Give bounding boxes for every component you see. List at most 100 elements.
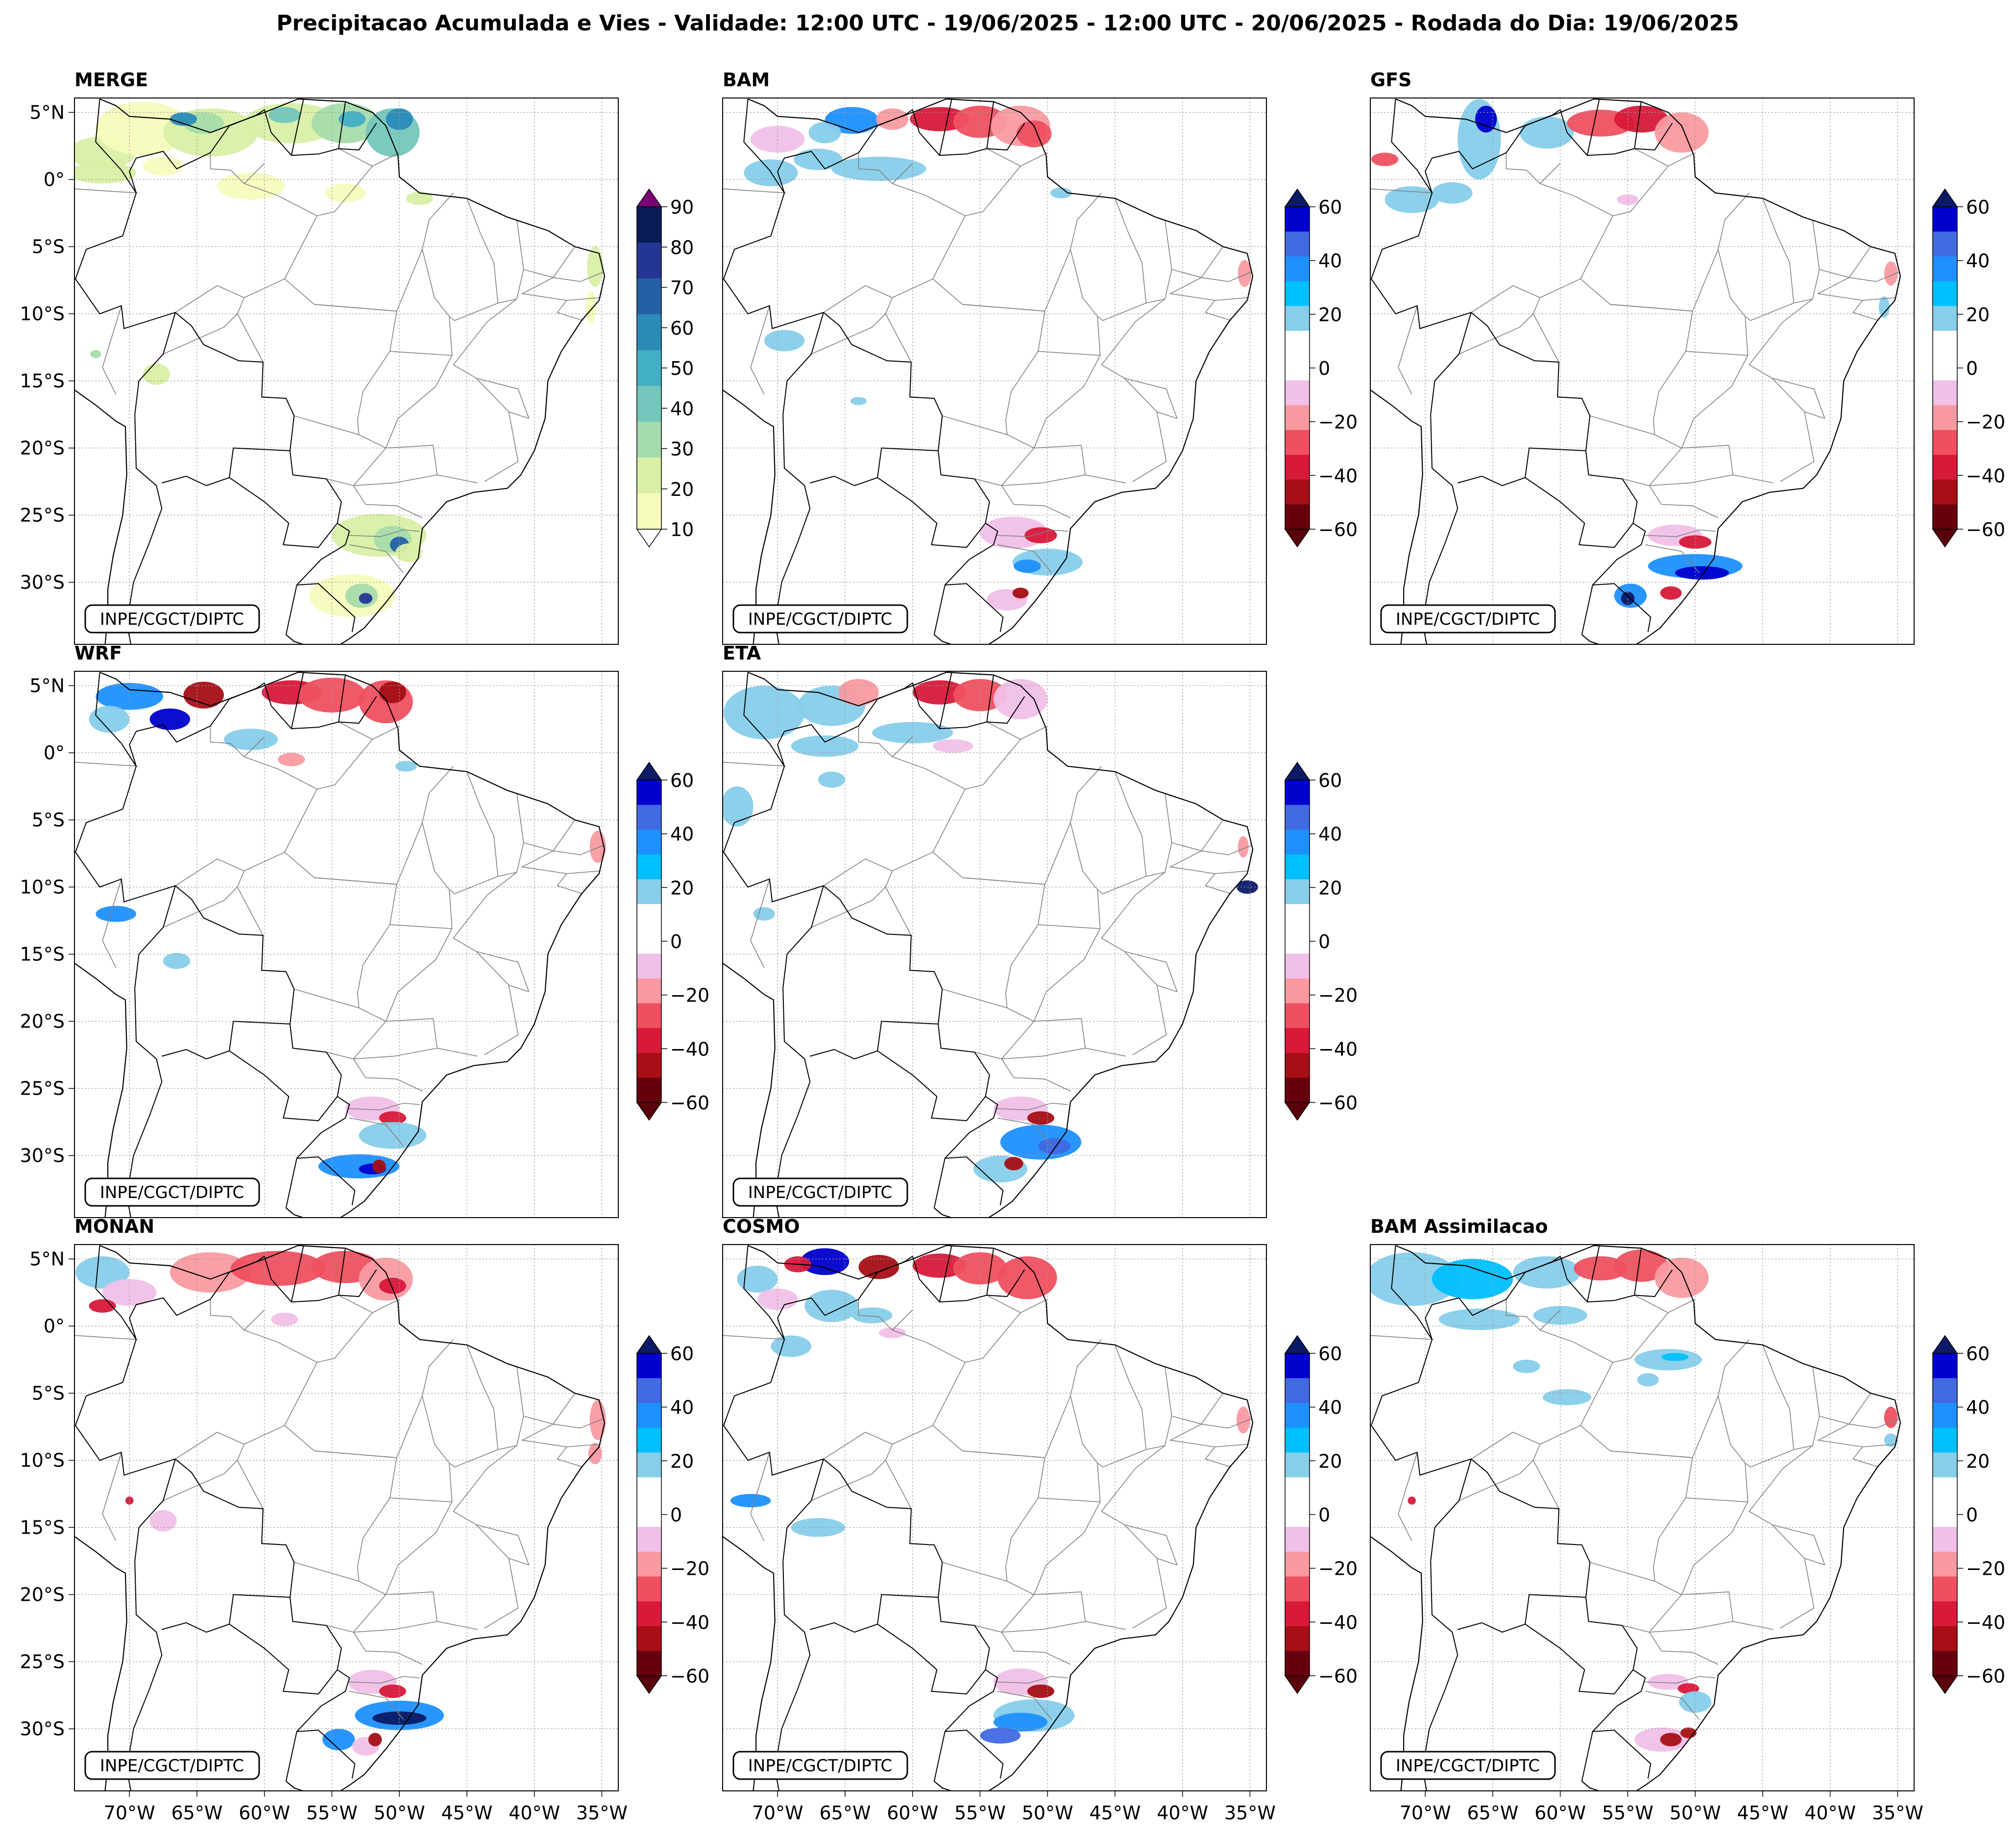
state-border bbox=[1532, 1444, 1559, 1509]
colorbar-segment bbox=[637, 421, 661, 458]
state-border bbox=[723, 1334, 786, 1340]
precip-blob bbox=[143, 363, 170, 385]
country-borders bbox=[723, 671, 1254, 1218]
map-area: INPE/CGCT/DIPTC bbox=[722, 98, 1267, 645]
state-border bbox=[449, 198, 499, 321]
country-border bbox=[1525, 1623, 1634, 1695]
precip-blob bbox=[912, 1253, 967, 1278]
state-border bbox=[1157, 984, 1177, 992]
colorbar-segment bbox=[1933, 256, 1957, 282]
colorbar-segment bbox=[1285, 805, 1310, 830]
country-border bbox=[291, 1245, 304, 1302]
colorbar-tick-label: 20 bbox=[1318, 877, 1342, 899]
colorbar-segment bbox=[637, 207, 661, 243]
map-content bbox=[1370, 1245, 1914, 1791]
lon-tick-label: 40°W bbox=[509, 1802, 560, 1824]
lon-tick-label: 55°W bbox=[306, 1802, 358, 1824]
country-border bbox=[95, 672, 137, 767]
lat-tick-label: 25°S bbox=[20, 1077, 65, 1099]
colorbar-tick-label: 0 bbox=[1318, 931, 1330, 953]
credit-box: INPE/CGCT/DIPTC bbox=[84, 1177, 260, 1207]
lat-tick-label: 5°S bbox=[32, 236, 65, 257]
map-panel-eta: ETA INPE/CGCT/DIPTC 60 40 20 0 −20 −40 −60 bbox=[722, 642, 1358, 1218]
colorbar-segment bbox=[637, 1626, 661, 1651]
precip-blob bbox=[953, 679, 1007, 711]
map-frame bbox=[722, 671, 1267, 1218]
colorbar-tick-label: 20 bbox=[1318, 304, 1342, 325]
state-borders bbox=[1370, 148, 1899, 573]
credit-frame bbox=[84, 1177, 260, 1207]
colorbar-tick-label: 40 bbox=[670, 398, 694, 419]
colorbar-segment bbox=[1933, 1502, 1957, 1527]
colorbar-segment bbox=[1285, 1403, 1310, 1428]
state-border bbox=[1849, 1418, 1899, 1429]
colorbar-tick-label: 40 bbox=[1318, 250, 1342, 272]
country-border bbox=[74, 109, 350, 586]
coastline bbox=[99, 671, 606, 1218]
colorbar-segment bbox=[1933, 405, 1957, 431]
graticule bbox=[723, 671, 1266, 1218]
state-border bbox=[997, 1690, 1052, 1720]
country-border bbox=[1586, 1245, 1600, 1302]
precip-blob bbox=[808, 122, 841, 144]
precip-field bbox=[74, 101, 604, 617]
state-border bbox=[449, 771, 499, 895]
state-borders bbox=[1370, 1295, 1899, 1720]
colorbar-segment bbox=[1285, 1551, 1310, 1577]
colorbar-segment bbox=[637, 1052, 661, 1078]
map-frame bbox=[722, 1244, 1267, 1791]
map-area: INPE/CGCT/DIPTC 5°N 0° 5°S 10°S 15°S 20°S 25°S 3… bbox=[20, 98, 619, 645]
precip-blob bbox=[997, 1256, 1057, 1299]
coastline-west bbox=[74, 389, 127, 644]
precip-blob bbox=[1438, 1308, 1520, 1330]
map-area: INPE/CGCT/DIPTC 70°W 65°W 60°W 55°W 50°W 45°W 4… bbox=[722, 1244, 1276, 1824]
colorbar-segment bbox=[1285, 1378, 1310, 1403]
precip-blob bbox=[757, 1288, 798, 1310]
state-border bbox=[996, 1102, 1068, 1111]
precip-blob bbox=[75, 1256, 130, 1289]
colorbar-segment bbox=[1933, 430, 1957, 455]
state-border bbox=[326, 434, 387, 486]
colorbar-tick-label: 60 bbox=[1966, 1343, 1990, 1365]
colorbar-segment bbox=[1933, 1601, 1957, 1627]
colorbar-segment bbox=[637, 805, 661, 830]
coastline-west bbox=[74, 962, 127, 1218]
country-border bbox=[912, 109, 1025, 156]
colorbar-segment bbox=[637, 879, 661, 905]
colorbar-segment bbox=[1285, 954, 1310, 979]
precip-blob bbox=[1574, 1256, 1628, 1281]
state-border bbox=[750, 879, 770, 968]
state-border bbox=[723, 188, 786, 194]
state-border bbox=[163, 886, 238, 928]
colorbar-segment bbox=[1933, 231, 1957, 257]
state-border bbox=[1157, 411, 1177, 419]
state-border bbox=[1157, 1558, 1177, 1565]
state-border bbox=[1681, 1501, 1774, 1630]
colorbar-segment bbox=[637, 1502, 661, 1527]
colorbar-tick-label: 0 bbox=[1318, 358, 1330, 379]
colorbar-tick-label: 0 bbox=[1966, 358, 1978, 379]
panel-title: BAM Assimilacao bbox=[1370, 1216, 1548, 1237]
state-border bbox=[974, 434, 1035, 486]
coastline bbox=[1395, 98, 1901, 644]
panel-title: WRF bbox=[74, 642, 122, 664]
state-border bbox=[353, 1621, 437, 1665]
lon-tick-label: 40°W bbox=[1157, 1802, 1208, 1824]
colorbar-segment bbox=[1285, 830, 1310, 855]
state-border bbox=[1817, 277, 1896, 301]
precip-blob bbox=[1016, 120, 1052, 147]
state-border bbox=[210, 726, 265, 758]
state-border bbox=[1772, 378, 1815, 482]
precip-blob bbox=[804, 1290, 859, 1322]
lon-tick-label: 45°W bbox=[1089, 1802, 1141, 1824]
country-borders bbox=[1370, 98, 1901, 644]
colorbar-tick-label: 40 bbox=[1318, 824, 1342, 845]
precip-blob bbox=[368, 1733, 382, 1746]
colorbar-tick-label: 40 bbox=[670, 824, 694, 845]
colorbar-segment bbox=[1285, 331, 1310, 356]
coastline-west bbox=[74, 1536, 127, 1791]
colorbar-segment bbox=[1285, 904, 1310, 929]
country-border bbox=[338, 675, 346, 722]
graticule bbox=[723, 98, 1266, 644]
map-content bbox=[74, 98, 618, 644]
